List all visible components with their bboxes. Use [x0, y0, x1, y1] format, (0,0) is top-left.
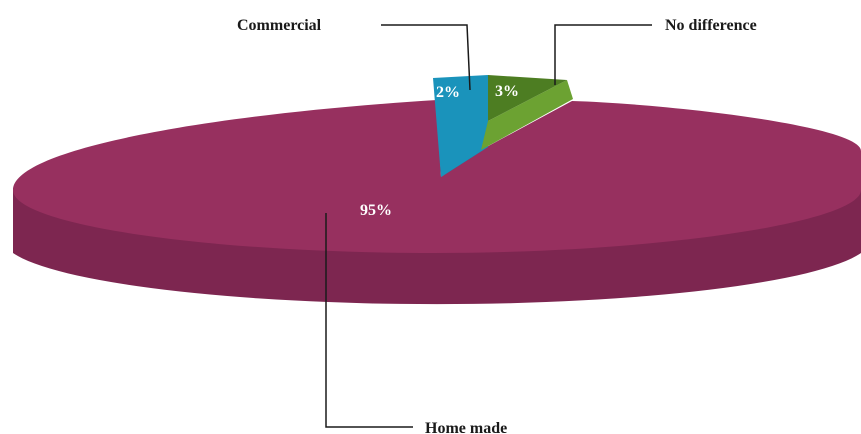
slice-no-difference-side — [481, 80, 573, 150]
category-label-commercial: Commercial — [237, 17, 322, 34]
data-label-no-difference: 3% — [495, 83, 519, 100]
slice-commercial-top — [433, 75, 488, 177]
data-label-home-made: 95% — [360, 202, 392, 219]
data-label-commercial: 2% — [436, 84, 460, 101]
slice-home-made — [13, 100, 861, 305]
leader-line-home-made — [325, 213, 413, 428]
category-label-no-difference: No difference — [665, 17, 757, 34]
slice-no-difference-top — [488, 75, 567, 121]
leader-line-commercial — [381, 24, 471, 91]
slice-commercial — [433, 75, 488, 177]
leader-line-no-difference — [554, 24, 652, 85]
category-label-home-made: Home made — [425, 420, 507, 434]
slice-home-made-top — [13, 100, 861, 253]
slice-no-difference — [481, 75, 573, 150]
